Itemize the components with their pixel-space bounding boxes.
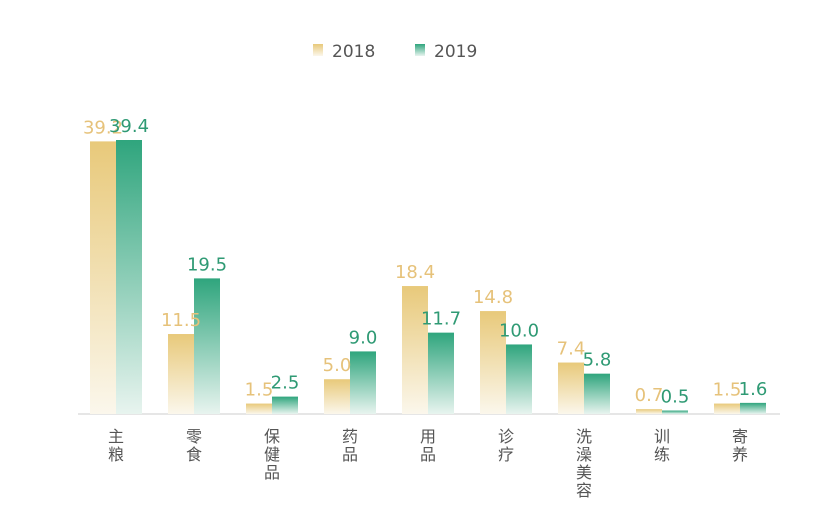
value-label-2018-1: 11.5	[161, 310, 201, 331]
bars	[90, 140, 766, 414]
bar-2019-4	[428, 332, 454, 414]
bar-2018-5	[480, 311, 506, 414]
value-label-2018-8: 1.5	[713, 380, 742, 401]
bar-2018-6	[558, 362, 584, 414]
value-label-2018-2: 1.5	[245, 380, 274, 401]
category-label-7: 训练	[654, 427, 670, 464]
value-label-2019-2: 2.5	[271, 373, 300, 394]
value-label-2018-0: 39.2	[83, 117, 123, 138]
value-label-2018-6: 7.4	[557, 339, 586, 360]
bar-2019-5	[506, 344, 532, 414]
value-label-2019-4: 11.7	[421, 309, 461, 330]
value-label-2018-4: 18.4	[395, 262, 435, 283]
legend-label-2018: 2018	[332, 42, 375, 62]
category-label-5: 诊疗	[498, 427, 514, 464]
category-label-2: 保健品	[264, 427, 280, 482]
category-label-0: 主粮	[108, 427, 124, 464]
category-label-3: 药品	[342, 427, 358, 464]
bar-2019-2	[272, 396, 298, 414]
category-label-6: 洗澡美容	[576, 427, 592, 500]
category-label-8: 寄养	[732, 427, 748, 464]
bar-2019-6	[584, 373, 610, 414]
value-label-2019-1: 19.5	[187, 254, 227, 275]
value-label-2018-5: 14.8	[473, 287, 513, 308]
bar-2018-4	[402, 286, 428, 414]
value-label-2019-3: 9.0	[349, 327, 378, 348]
value-label-2019-7: 0.5	[661, 387, 690, 408]
bar-2019-7	[662, 410, 688, 414]
bar-2019-1	[194, 278, 220, 414]
bar-2018-0	[90, 141, 116, 414]
legend: 2018 2019	[313, 42, 477, 62]
category-label-4: 用品	[420, 427, 436, 464]
bar-2018-2	[246, 403, 272, 414]
value-label-2019-6: 5.8	[583, 350, 612, 371]
category-labels: 主粮 零食 保健品 药品 用品 诊疗 洗澡美容 训练 寄养	[108, 427, 748, 500]
bar-2018-3	[324, 379, 350, 414]
value-labels: 39.239.411.519.51.52.55.09.018.411.714.8…	[83, 116, 767, 408]
bar-2019-3	[350, 351, 376, 414]
value-label-2018-3: 5.0	[323, 355, 352, 376]
value-label-2018-7: 0.7	[635, 385, 664, 406]
value-label-2019-5: 10.0	[499, 320, 539, 341]
legend-swatch-2018	[313, 44, 323, 56]
value-label-2019-8: 1.6	[739, 379, 768, 400]
bar-2018-8	[714, 403, 740, 414]
legend-label-2019: 2019	[434, 42, 477, 62]
bar-2018-7	[636, 409, 662, 414]
legend-swatch-2019	[415, 44, 425, 56]
category-label-1: 零食	[186, 427, 202, 464]
bar-2019-8	[740, 402, 766, 414]
value-label-2019-0: 39.4	[109, 116, 149, 137]
bar-2019-0	[116, 140, 142, 414]
bar-2018-1	[168, 334, 194, 414]
